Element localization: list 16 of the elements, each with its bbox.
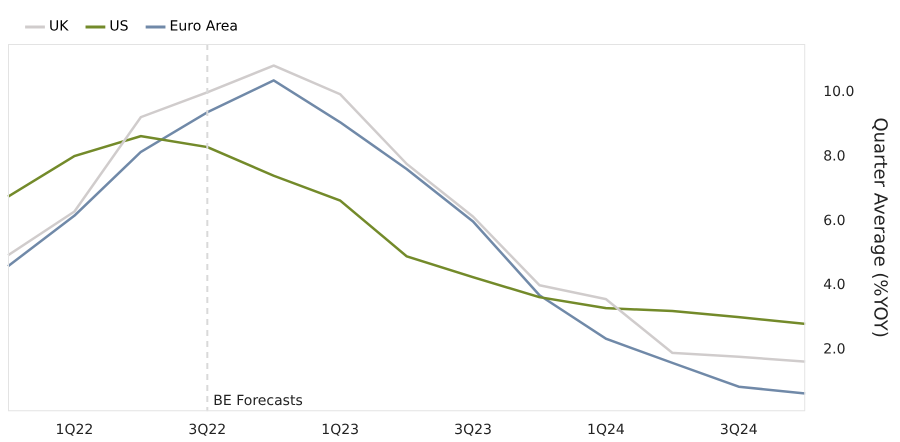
x-tick-label: 3Q23 (454, 422, 492, 438)
x-tick-label: 3Q24 (720, 422, 758, 438)
legend-label: UK (49, 18, 70, 35)
x-tick-label: 1Q23 (321, 422, 360, 438)
y-tick-label: 4.0 (823, 277, 846, 294)
legend-label: Euro Area (170, 18, 238, 35)
y-tick-label: 6.0 (823, 212, 846, 229)
legend-label: US (109, 18, 129, 35)
y-axis-title: Quarter Average (%YOY) (870, 117, 891, 338)
x-tick-label: 1Q22 (56, 422, 94, 438)
ref-line-label: BE Forecasts (213, 392, 303, 409)
y-tick-label: 2.0 (823, 342, 846, 358)
x-tick-label: 1Q24 (587, 422, 625, 438)
y-tick-label: 8.0 (823, 148, 846, 164)
y-tick-label: 10.0 (823, 84, 854, 100)
x-tick-label: 3Q22 (188, 422, 226, 438)
